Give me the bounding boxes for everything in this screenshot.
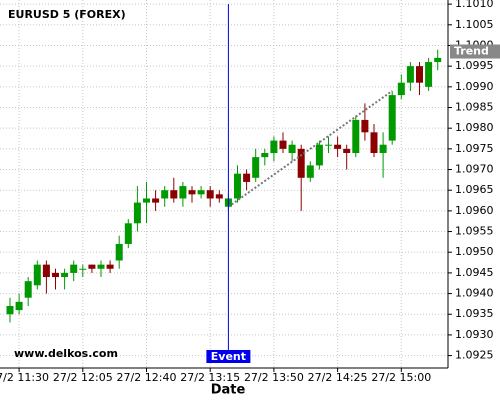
candle-body — [379, 144, 387, 153]
candle-body — [70, 264, 78, 273]
y-tick-label: 1.0975 — [455, 142, 494, 155]
candle-body — [106, 264, 114, 269]
candle-body — [170, 190, 178, 199]
candle-body — [234, 173, 241, 199]
y-tick-label: 1.0930 — [455, 328, 494, 341]
candle-body — [206, 190, 214, 199]
candle-body — [15, 301, 23, 311]
candle-body — [270, 140, 278, 153]
y-tick-label: 1.0940 — [455, 287, 494, 300]
y-tick-label: 1.0985 — [455, 101, 494, 114]
plot-area — [0, 0, 448, 368]
candle-body — [325, 144, 332, 146]
y-tick-label: 1.0980 — [455, 121, 494, 134]
x-tick-label: 27/2 12:05 — [53, 371, 113, 384]
y-tick-label: 1.1010 — [455, 0, 494, 10]
candle-body — [197, 190, 205, 195]
y-tick-label: 1.0945 — [455, 266, 494, 279]
y-tick-label: 1.0960 — [455, 204, 494, 217]
y-tick-label: 1.1005 — [455, 18, 494, 31]
x-axis-title: Date — [211, 383, 246, 398]
candle-body — [406, 66, 414, 83]
y-tick-label: 1.0990 — [455, 80, 494, 93]
y-tick-label: 1.0950 — [455, 245, 494, 258]
event-label: Event — [211, 350, 246, 363]
candle-body — [252, 157, 260, 178]
candle-body — [425, 62, 433, 87]
candle-body — [152, 198, 160, 203]
candle-body — [352, 119, 360, 153]
candle-body — [6, 305, 14, 315]
x-tick-label: 27/2 15:00 — [371, 371, 431, 384]
grid — [0, 0, 448, 368]
x-tick-label: 27/2 13:50 — [244, 371, 304, 384]
candle-body — [188, 190, 196, 195]
event-label-box — [206, 350, 251, 363]
candle-body — [42, 264, 50, 278]
trend-label: Trend — [454, 45, 489, 58]
candle-body — [115, 243, 123, 261]
candle-body — [370, 132, 378, 153]
candle-body — [33, 264, 41, 286]
x-tick-label: 27/2 13:15 — [180, 371, 240, 384]
x-tick-label: 27/2 12:40 — [117, 371, 177, 384]
candle-body — [334, 144, 342, 149]
candle-body — [315, 144, 323, 166]
x-tick-label: 27/2 14:25 — [308, 371, 368, 384]
x-tick-label: 27/2 11:30 — [0, 371, 49, 384]
candle-body — [179, 186, 187, 199]
y-tick-label: 1.0935 — [455, 307, 494, 320]
candle-body — [343, 148, 351, 153]
candle-body — [97, 264, 105, 269]
chart-title: EURUSD 5 (FOREX) — [8, 8, 126, 21]
y-tick-label: 1.0955 — [455, 225, 494, 238]
candle-body — [88, 264, 96, 269]
candle-body — [143, 198, 150, 203]
candle-body — [288, 144, 296, 153]
candle-body — [61, 272, 69, 278]
candle-body — [261, 152, 269, 158]
candle-body — [416, 66, 423, 83]
candle-body — [434, 57, 442, 63]
candle-body — [361, 119, 369, 133]
y-tick-label: 1.0995 — [455, 59, 494, 72]
candle-body — [124, 223, 132, 244]
y-tick-label: 1.0925 — [455, 349, 494, 362]
y-tick-label: 1.0965 — [455, 183, 494, 196]
y-tick-label: 1.0970 — [455, 163, 494, 176]
trend-line — [227, 90, 393, 208]
candle-body — [161, 190, 169, 199]
candle-body — [243, 173, 251, 182]
candle-body — [24, 281, 32, 298]
candle-body — [279, 140, 287, 149]
candle-body — [306, 165, 314, 178]
candle-body — [215, 194, 223, 199]
candle-body — [52, 272, 59, 278]
watermark: www.delkos.com — [14, 347, 118, 360]
trend-label-box — [450, 44, 500, 59]
candle-body — [297, 148, 305, 178]
candle-body — [133, 202, 141, 224]
candle-body — [388, 95, 396, 141]
candle-body — [397, 82, 405, 96]
candle-body — [79, 268, 87, 270]
